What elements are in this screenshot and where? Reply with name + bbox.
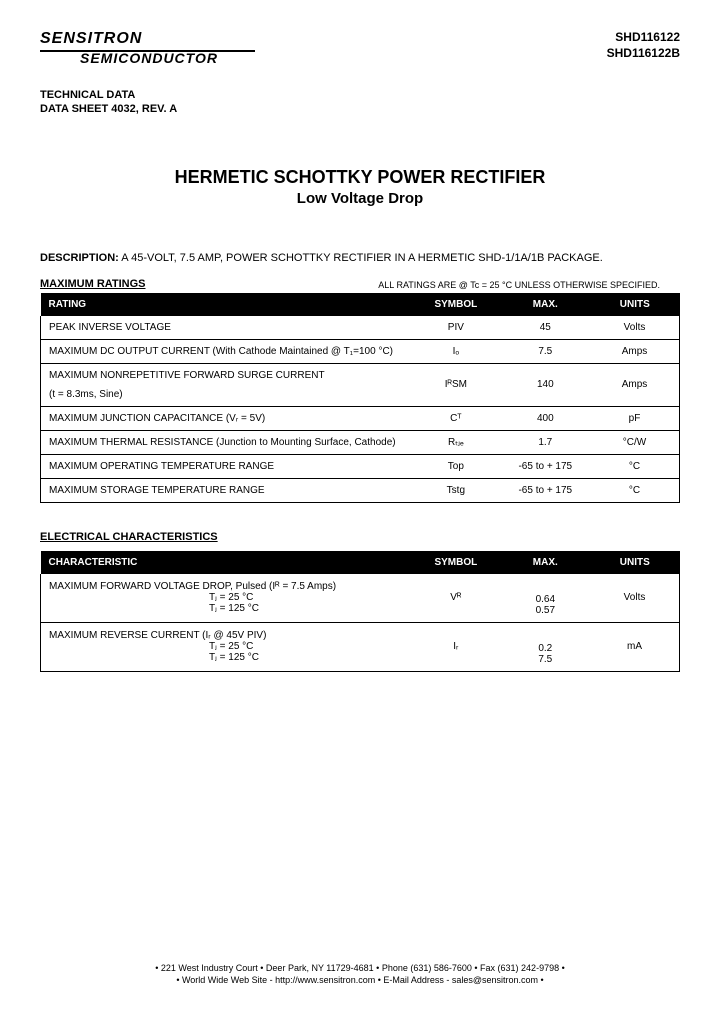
col-max: MAX. [501,293,590,316]
rating-units: °C [590,454,679,478]
ratings-section-header: MAXIMUM RATINGS ALL RATINGS ARE @ Tc = 2… [40,278,680,290]
elec-max: 0.27.5 [501,622,590,671]
rating-name: PEAK INVERSE VOLTAGE [41,316,412,340]
rating-units: °C/W [590,430,679,454]
description-text: A 45-VOLT, 7.5 AMP, POWER SCHOTTKY RECTI… [119,252,603,264]
col-max-2: MAX. [501,551,590,574]
rating-max: -65 to + 175 [501,478,590,502]
rating-name: MAXIMUM JUNCTION CAPACITANCE (Vᵣ = 5V) [41,406,412,430]
col-symbol: SYMBOL [411,293,500,316]
col-rating: RATING [41,293,412,316]
rating-units: Amps [590,339,679,363]
elec-units: mA [590,622,679,671]
rating-symbol: Rₜⱼₑ [411,430,500,454]
rating-max: 7.5 [501,339,590,363]
tech-data-label: TECHNICAL DATA [40,88,680,102]
rating-max: 45 [501,316,590,340]
footer: • 221 West Industry Court • Deer Park, N… [40,962,680,987]
rating-max: 400 [501,406,590,430]
table-row: MAXIMUM JUNCTION CAPACITANCE (Vᵣ = 5V)Cᵀ… [41,406,680,430]
characteristic-name: MAXIMUM REVERSE CURRENT (Iᵣ @ 45V PIV)Tⱼ… [41,622,412,671]
table-row: MAXIMUM NONREPETITIVE FORWARD SURGE CURR… [41,363,680,406]
table-row: MAXIMUM FORWARD VOLTAGE DROP, Pulsed (Iᴿ… [41,574,680,623]
rating-units: Amps [590,363,679,406]
datasheet-rev: DATA SHEET 4032, REV. A [40,102,680,116]
elec-section-header: ELECTRICAL CHARACTERISTICS [40,531,680,543]
elec-units: Volts [590,574,679,623]
rating-units: pF [590,406,679,430]
rating-max: 1.7 [501,430,590,454]
document-subtitle: Low Voltage Drop [40,190,680,207]
document-title: HERMETIC SCHOTTKY POWER RECTIFIER [40,167,680,188]
elec-header-row: CHARACTERISTIC SYMBOL MAX. UNITS [41,551,680,574]
rating-symbol: IᴿSM [411,363,500,406]
rating-name: MAXIMUM DC OUTPUT CURRENT (With Cathode … [41,339,412,363]
rating-symbol: Cᵀ [411,406,500,430]
col-symbol-2: SYMBOL [411,551,500,574]
rating-symbol: PIV [411,316,500,340]
rating-units: °C [590,478,679,502]
ratings-label: MAXIMUM RATINGS [40,278,146,290]
elec-max: 0.640.57 [501,574,590,623]
elec-label: ELECTRICAL CHARACTERISTICS [40,531,218,543]
company-name-top: SENSITRON [40,30,255,48]
footer-line-1: • 221 West Industry Court • Deer Park, N… [40,962,680,975]
tech-data-block: TECHNICAL DATA DATA SHEET 4032, REV. A [40,88,680,117]
col-characteristic: CHARACTERISTIC [41,551,412,574]
col-units: UNITS [590,293,679,316]
rating-name: MAXIMUM NONREPETITIVE FORWARD SURGE CURR… [41,363,412,406]
rating-name: MAXIMUM STORAGE TEMPERATURE RANGE [41,478,412,502]
company-logo: SENSITRON SEMICONDUCTOR [40,30,255,66]
description: DESCRIPTION: A 45-VOLT, 7.5 AMP, POWER S… [40,252,680,264]
part-numbers: SHD116122 SHD116122B [607,30,680,61]
part-number-1: SHD116122 [607,30,680,46]
table-row: MAXIMUM DC OUTPUT CURRENT (With Cathode … [41,339,680,363]
elec-symbol: Vᴿ [411,574,500,623]
rating-units: Volts [590,316,679,340]
ratings-note: ALL RATINGS ARE @ Tc = 25 °C UNLESS OTHE… [378,280,660,290]
rating-condition: (t = 8.3ms, Sine) [49,389,403,400]
page: SENSITRON SEMICONDUCTOR SHD116122 SHD116… [0,0,720,1012]
table-row: MAXIMUM THERMAL RESISTANCE (Junction to … [41,430,680,454]
table-row: MAXIMUM OPERATING TEMPERATURE RANGETop-6… [41,454,680,478]
elec-table: CHARACTERISTIC SYMBOL MAX. UNITS MAXIMUM… [40,551,680,672]
description-label: DESCRIPTION: [40,252,119,264]
characteristic-name: MAXIMUM FORWARD VOLTAGE DROP, Pulsed (Iᴿ… [41,574,412,623]
company-name-sub: SEMICONDUCTOR [80,50,255,66]
rating-max: -65 to + 175 [501,454,590,478]
ratings-header-row: RATING SYMBOL MAX. UNITS [41,293,680,316]
header-row: SENSITRON SEMICONDUCTOR SHD116122 SHD116… [40,30,680,66]
condition-2: Tⱼ = 125 °C [49,652,403,663]
condition-1: Tⱼ = 25 °C [49,592,403,603]
condition-1: Tⱼ = 25 °C [49,641,403,652]
table-row: MAXIMUM STORAGE TEMPERATURE RANGETstg-65… [41,478,680,502]
condition-2: Tⱼ = 125 °C [49,603,403,614]
table-row: MAXIMUM REVERSE CURRENT (Iᵣ @ 45V PIV)Tⱼ… [41,622,680,671]
rating-symbol: Top [411,454,500,478]
rating-max: 140 [501,363,590,406]
rating-symbol: Iₒ [411,339,500,363]
ratings-table: RATING SYMBOL MAX. UNITS PEAK INVERSE VO… [40,293,680,503]
rating-symbol: Tstg [411,478,500,502]
part-number-2: SHD116122B [607,46,680,62]
title-block: HERMETIC SCHOTTKY POWER RECTIFIER Low Vo… [40,167,680,207]
footer-line-2: • World Wide Web Site - http://www.sensi… [40,974,680,987]
col-units-2: UNITS [590,551,679,574]
rating-name: MAXIMUM OPERATING TEMPERATURE RANGE [41,454,412,478]
rating-name: MAXIMUM THERMAL RESISTANCE (Junction to … [41,430,412,454]
table-row: PEAK INVERSE VOLTAGEPIV45Volts [41,316,680,340]
elec-symbol: Iᵣ [411,622,500,671]
